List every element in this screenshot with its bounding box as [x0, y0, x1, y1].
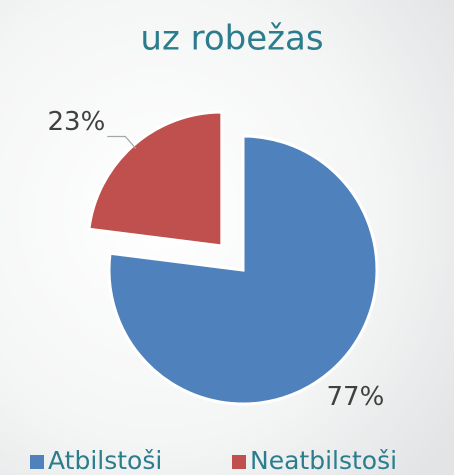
legend-label: Atbilstoši [48, 446, 162, 475]
leader-line [107, 135, 137, 149]
legend-swatch [232, 455, 246, 469]
chart-title: uz robežas [140, 19, 323, 59]
pie-slice [107, 134, 379, 406]
legend-label: Neatbilstoši [250, 446, 397, 475]
data-label: 77% [327, 382, 385, 412]
data-label: 23% [47, 107, 105, 137]
legend-swatch [30, 455, 44, 469]
